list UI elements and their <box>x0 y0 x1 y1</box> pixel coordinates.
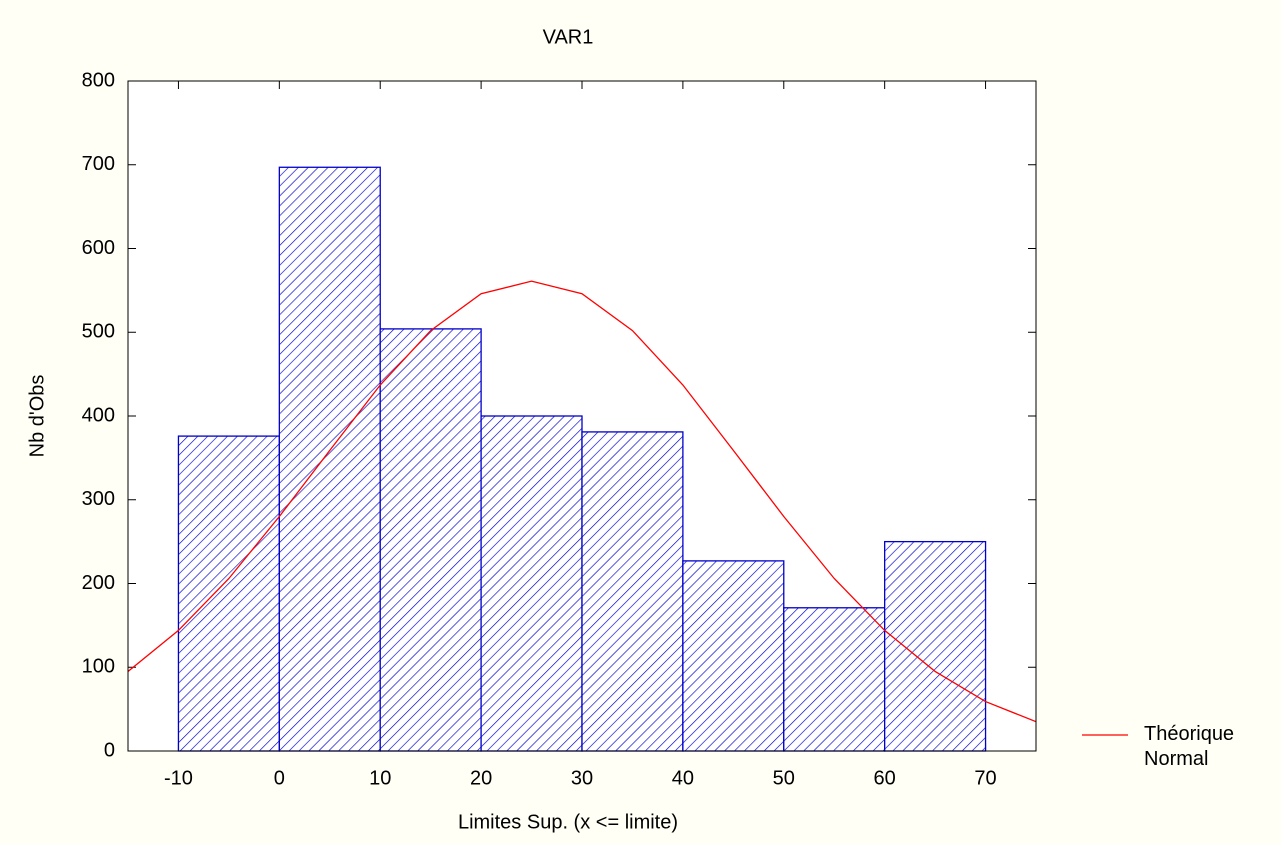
y-tick-label: 800 <box>82 69 115 91</box>
x-tick-label: -10 <box>164 767 193 789</box>
bar <box>581 431 684 752</box>
x-tick-label: 70 <box>974 767 996 789</box>
x-tick-label: 20 <box>470 767 492 789</box>
y-tick-label: 600 <box>82 237 115 259</box>
x-tick-label: 0 <box>274 767 285 789</box>
y-tick-label: 0 <box>104 739 115 761</box>
x-tick-label: 10 <box>369 767 391 789</box>
y-tick-label: 100 <box>82 656 115 678</box>
y-tick-label: 500 <box>82 321 115 343</box>
curve <box>128 280 1036 723</box>
bar <box>884 540 987 752</box>
y-tick-label: 300 <box>82 488 115 510</box>
y-axis-label: Nb d'Obs <box>26 375 48 458</box>
x-tick-label: 60 <box>874 767 896 789</box>
y-tick-label: 400 <box>82 404 115 426</box>
plot-frame <box>127 80 1037 752</box>
x-axis-label: Limites Sup. (x <= limite) <box>458 811 678 833</box>
bar <box>480 415 583 752</box>
bar <box>783 607 886 752</box>
bar <box>379 328 482 752</box>
bar <box>177 435 280 752</box>
y-tick-label: 200 <box>82 572 115 594</box>
chart-title: VAR1 <box>543 26 594 48</box>
bar <box>278 166 381 752</box>
legend-label: Théorique Normal <box>1144 723 1235 770</box>
y-tick-label: 700 <box>82 153 115 175</box>
x-tick-label: 50 <box>773 767 795 789</box>
x-tick-label: 30 <box>571 767 593 789</box>
bar <box>682 560 785 752</box>
x-tick-label: 40 <box>672 767 694 789</box>
